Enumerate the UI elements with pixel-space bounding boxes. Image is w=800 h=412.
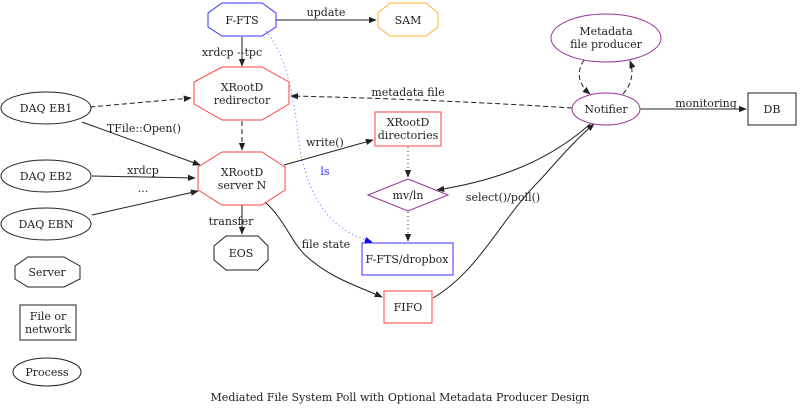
- edge-xrdcp: [91, 174, 196, 182]
- node-redirector-label-1: XRootD: [221, 81, 264, 94]
- node-redirector[interactable]: XRootD redirector: [193, 66, 290, 121]
- legend-file-label-2: network: [25, 323, 71, 336]
- legend-server: Server: [14, 256, 81, 288]
- node-eos-label: EOS: [229, 247, 254, 260]
- node-eb1-label: DAQ EB1: [20, 102, 72, 115]
- node-producer-label-1: Metadata: [579, 25, 633, 38]
- node-db[interactable]: DB: [747, 92, 797, 126]
- node-notifier[interactable]: Notifier: [571, 92, 641, 126]
- edge-tfile-open: [81, 121, 201, 166]
- node-producer-label-2: file producer: [570, 38, 643, 51]
- node-dirs-label-1: XRootD: [387, 116, 430, 129]
- edge-eb1-redirector: [89, 95, 192, 108]
- edge-ls: [265, 30, 373, 244]
- edge-write: [283, 138, 374, 166]
- node-ffts[interactable]: F-FTS: [207, 2, 277, 37]
- edge-select-poll: [432, 123, 595, 299]
- edge-notifier-mvln: [436, 123, 591, 193]
- node-server-label-1: XRootD: [221, 166, 264, 179]
- node-eb1[interactable]: DAQ EB1: [0, 91, 92, 125]
- node-server-label-2: server N: [218, 179, 267, 192]
- node-dirs-label-2: directories: [378, 129, 439, 142]
- legend-file-label-1: File or: [30, 310, 67, 323]
- node-eb2[interactable]: DAQ EB2: [0, 159, 92, 193]
- label-write: write(): [306, 136, 344, 149]
- node-dirs[interactable]: XRootD directories: [374, 111, 442, 147]
- label-select-poll: select()/poll(): [466, 191, 540, 204]
- legend-file: File or network: [19, 304, 77, 341]
- edge-producer-notifier: [578, 59, 591, 95]
- label-ls: ls: [320, 165, 330, 178]
- node-producer[interactable]: Metadata file producer: [550, 13, 662, 63]
- node-ebn-label: DAQ EBN: [18, 218, 73, 231]
- label-tfile-open: TFile::Open(): [107, 122, 181, 135]
- node-fifo-label: FIFO: [394, 301, 423, 314]
- node-eos[interactable]: EOS: [213, 235, 269, 271]
- label-ellipsis: ...: [138, 182, 149, 195]
- edge-metadata-file: [290, 92, 573, 109]
- label-xrdcp: xrdcp: [127, 164, 159, 177]
- diagram-caption: Mediated File System Poll with Optional …: [211, 391, 590, 404]
- legend-process-label: Process: [25, 366, 69, 379]
- legend-server-label: Server: [28, 266, 66, 279]
- label-monitoring: monitoring: [675, 97, 737, 110]
- node-mvln[interactable]: mv/ln: [366, 178, 450, 212]
- legend-process: Process: [12, 357, 82, 387]
- node-ebn[interactable]: DAQ EBN: [0, 207, 92, 241]
- node-notifier-label: Notifier: [584, 103, 628, 116]
- edge-file-state: [264, 201, 383, 298]
- node-mvln-label: mv/ln: [393, 189, 424, 202]
- label-metadata-file: metadata file: [371, 86, 444, 99]
- edge-ebn-server: [91, 189, 199, 216]
- node-sam[interactable]: SAM: [377, 2, 439, 37]
- label-update: update: [307, 6, 346, 19]
- node-server[interactable]: XRootD server N: [197, 151, 286, 206]
- edge-notifier-producer: [622, 60, 636, 95]
- node-redirector-label-2: redirector: [214, 94, 271, 107]
- node-ffts-label: F-FTS: [225, 14, 258, 27]
- label-file-state: file state: [302, 238, 350, 251]
- label-xrdcp-tpc: xrdcp --tpc: [202, 46, 262, 59]
- node-fifo[interactable]: FIFO: [383, 290, 433, 324]
- label-transfer: transfer: [209, 215, 255, 228]
- node-db-label: DB: [764, 103, 781, 116]
- node-dropbox[interactable]: F-FTS/dropbox: [361, 242, 454, 276]
- node-sam-label: SAM: [395, 14, 422, 27]
- node-eb2-label: DAQ EB2: [20, 170, 72, 183]
- node-dropbox-label: F-FTS/dropbox: [366, 253, 450, 266]
